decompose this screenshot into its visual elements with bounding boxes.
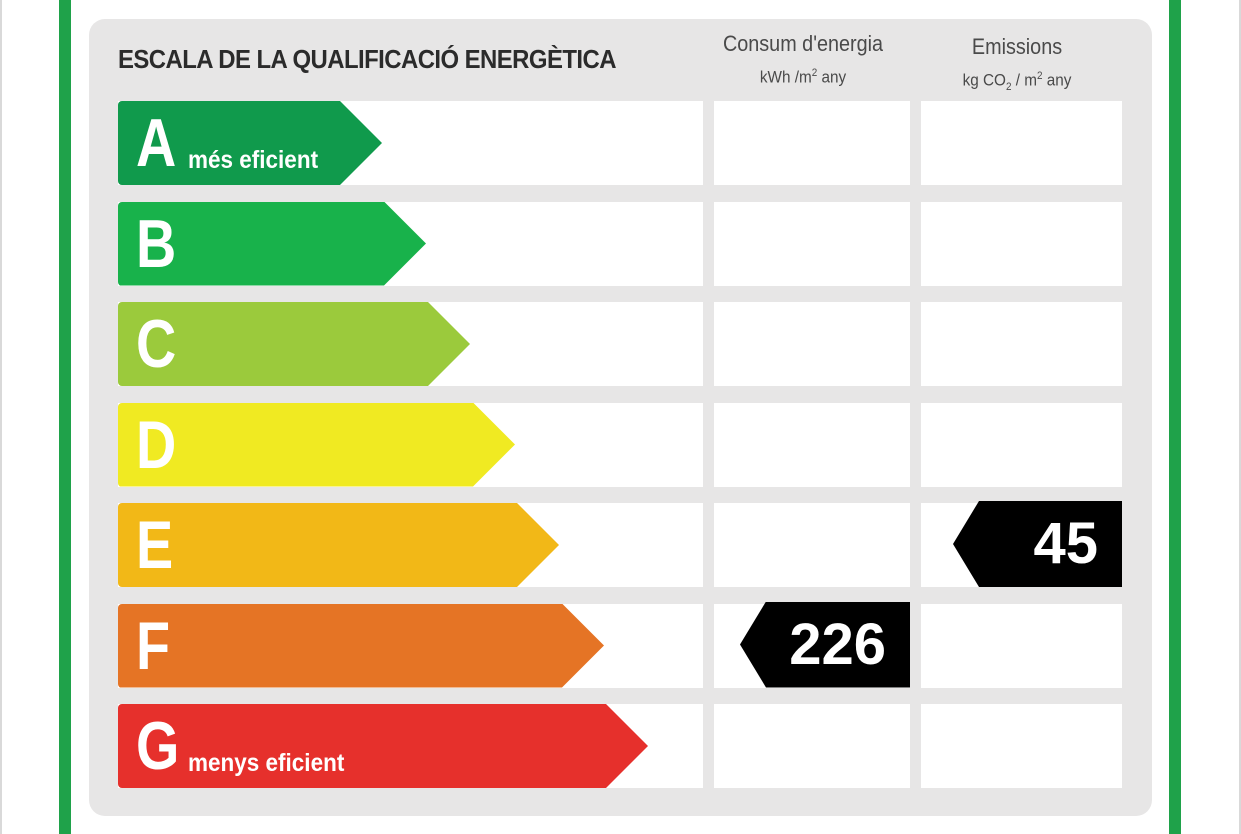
energy-column-unit: kWh /m2 any [759, 67, 847, 87]
emissions-column-label: Emissions [971, 34, 1063, 59]
rating-letter: F [136, 607, 171, 684]
rating-arrow-d: D [118, 403, 515, 487]
energy-cell [714, 503, 910, 587]
rating-letter: G [136, 708, 180, 784]
rating-letter: E [136, 507, 174, 583]
rating-arrow-b: B [118, 202, 426, 286]
emissions-cell [921, 101, 1122, 185]
energy-cell [714, 201, 910, 286]
left-edge-line [0, 0, 2, 834]
energy-column-label: Consum d'energia [722, 31, 884, 56]
rating-sublabel: menys eficient [188, 749, 345, 777]
left-frame-border [59, 0, 71, 834]
rating-letter: B [136, 205, 177, 282]
energy-cell [714, 704, 910, 788]
rating-letter: A [136, 105, 177, 181]
rating-arrow-c: C [118, 302, 470, 386]
rating-sublabel: més eficient [188, 146, 319, 174]
energy-cell [714, 302, 910, 386]
energy-cell [714, 101, 910, 185]
rating-arrow-e: E [118, 503, 559, 587]
emissions-result-value: 45 [1033, 511, 1098, 576]
rating-letter: C [136, 306, 177, 382]
emissions-result-marker: 45 [953, 501, 1122, 587]
emissions-column-header: Emissions kg CO2 / m2 any [922, 34, 1112, 99]
emissions-cell [921, 302, 1122, 386]
right-edge-line [1239, 0, 1241, 834]
emissions-column-unit: kg CO2 / m2 any [962, 70, 1072, 94]
energy-column-header: Consum d'energia kWh /m2 any [712, 31, 894, 90]
emissions-cell [921, 402, 1122, 487]
energy-result-marker: 226 [740, 601, 910, 688]
emissions-cell [921, 704, 1122, 788]
scale-title: ESCALA DE LA QUALIFICACIÓ ENERGÈTICA [118, 44, 617, 74]
right-frame-border [1169, 0, 1181, 834]
energy-cell [714, 402, 910, 487]
emissions-cell [921, 603, 1122, 688]
emissions-cell [921, 201, 1122, 286]
energy-result-value: 226 [789, 611, 886, 677]
rating-arrow-f: F [118, 604, 604, 688]
rating-letter: D [136, 406, 177, 483]
